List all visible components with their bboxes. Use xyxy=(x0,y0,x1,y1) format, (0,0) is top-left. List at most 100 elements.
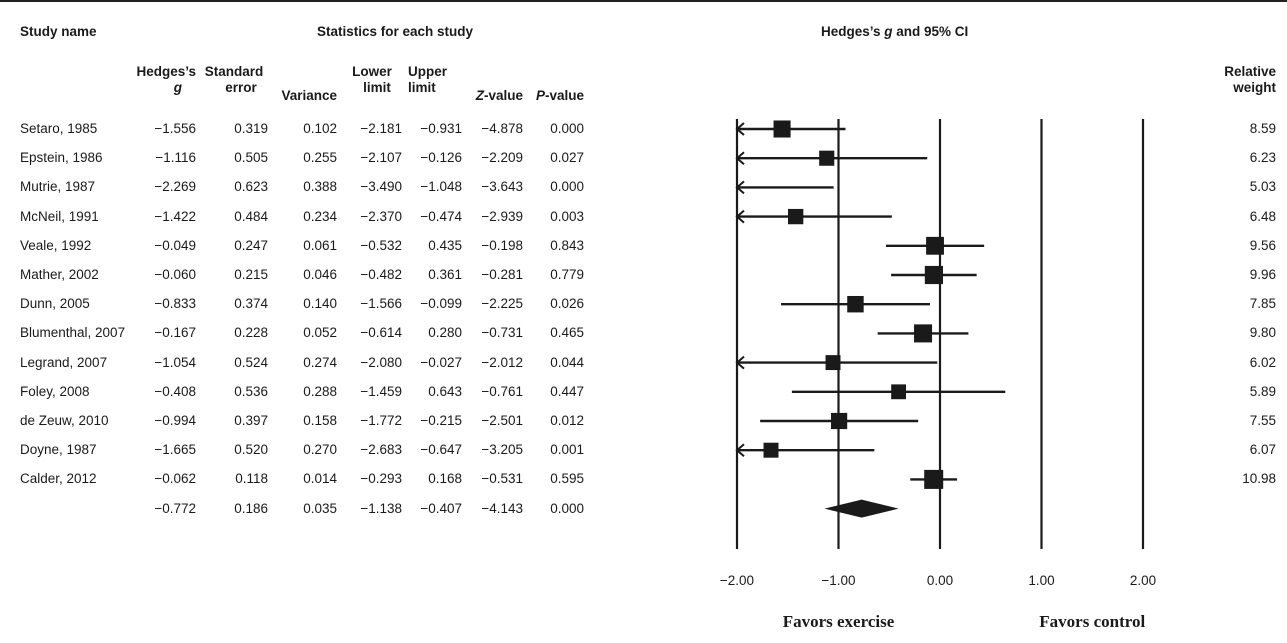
se-cell: 0.484 xyxy=(234,208,268,224)
p-cell: 0.001 xyxy=(550,442,584,458)
study-name: Doyne, 1987 xyxy=(20,442,97,458)
weight-cell: 7.85 xyxy=(1249,296,1276,312)
col-se-line1: Standard xyxy=(204,64,264,79)
weight-cell: 6.02 xyxy=(1249,354,1276,370)
z-cell: −0.761 xyxy=(481,383,523,399)
weight-cell: 7.55 xyxy=(1249,413,1276,428)
se-cell: 0.247 xyxy=(234,237,268,253)
top-rule xyxy=(0,0,1287,2)
weight-cell: 6.23 xyxy=(1249,150,1276,166)
variance-cell: 0.158 xyxy=(303,413,337,428)
upper-cell: −1.048 xyxy=(420,179,462,195)
lower-cell: −1.772 xyxy=(360,413,402,428)
point-estimate-box xyxy=(825,355,841,371)
variance-cell: 0.061 xyxy=(303,237,337,253)
lower-cell: −0.482 xyxy=(360,267,402,282)
col-hedges-line1: Hedges’s xyxy=(136,64,196,79)
col-hedges-g: g xyxy=(173,80,182,95)
point-estimate-box xyxy=(914,324,933,343)
hedges-g-cell: −1.556 xyxy=(154,121,196,136)
col-z: Z-value xyxy=(466,88,523,104)
lower-cell: −0.614 xyxy=(360,325,402,341)
p-cell: 0.447 xyxy=(550,383,584,399)
summary-z-cell: −4.143 xyxy=(481,500,523,516)
point-estimate-box xyxy=(847,295,864,313)
upper-cell: −0.647 xyxy=(420,442,462,458)
z-cell: −0.198 xyxy=(481,237,523,253)
study-name: Mutrie, 1987 xyxy=(20,179,96,195)
summary-upper-cell: −0.407 xyxy=(420,500,462,516)
hedges-g-cell: −0.994 xyxy=(154,413,196,428)
hedges-g-cell: −1.116 xyxy=(155,150,196,166)
hedges-g-cell: −0.060 xyxy=(154,267,196,282)
summary-variance-cell: 0.035 xyxy=(303,500,337,516)
p-cell: 0.003 xyxy=(550,208,584,224)
p-cell: 0.779 xyxy=(550,267,584,282)
p-cell: 0.465 xyxy=(550,325,584,341)
z-cell: −2.209 xyxy=(481,150,523,166)
p-cell: 0.595 xyxy=(550,471,584,487)
col-variance: Variance xyxy=(281,88,337,103)
x-tick-label: −2.00 xyxy=(720,573,754,588)
hedges-g-cell: −2.269 xyxy=(154,179,196,195)
weight-cell: 9.96 xyxy=(1249,267,1276,282)
col-hedges: Hedges’s g xyxy=(130,64,196,96)
se-cell: 0.215 xyxy=(234,267,268,282)
weight-cell: 5.89 xyxy=(1249,383,1276,399)
study-name: de Zeuw, 2010 xyxy=(20,413,109,428)
study-name: Dunn, 2005 xyxy=(20,296,90,312)
se-cell: 0.374 xyxy=(234,296,268,312)
ci-arrow-left xyxy=(735,151,745,165)
col-upper-line1: Upper xyxy=(408,64,448,79)
hedges-g-cell: −0.049 xyxy=(154,237,196,253)
z-cell: −2.501 xyxy=(481,413,523,428)
x-tick-label: 0.00 xyxy=(927,573,953,588)
variance-cell: 0.102 xyxy=(303,121,337,136)
upper-cell: 0.435 xyxy=(428,237,462,253)
upper-cell: 0.643 xyxy=(428,383,462,399)
z-cell: −2.225 xyxy=(481,296,523,312)
study-name: Foley, 2008 xyxy=(20,383,90,399)
lower-cell: −3.490 xyxy=(360,179,402,195)
hedges-g-cell: −1.422 xyxy=(154,208,196,224)
variance-cell: 0.052 xyxy=(303,325,337,341)
col-lower-line2: limit xyxy=(363,80,391,95)
x-tick-label: 2.00 xyxy=(1130,573,1156,588)
ci-arrow-left xyxy=(735,122,745,136)
ci-arrow-left xyxy=(735,443,745,457)
p-cell: 0.012 xyxy=(550,413,584,428)
col-z-rest: -value xyxy=(483,88,523,103)
plot-header-g: g xyxy=(884,24,893,39)
hedges-g-cell: −1.054 xyxy=(154,354,196,370)
col-p-rest: -value xyxy=(544,88,584,103)
se-cell: 0.536 xyxy=(234,383,268,399)
point-estimate-box xyxy=(831,412,848,430)
study-name: Veale, 1992 xyxy=(20,237,92,253)
hedges-g-cell: −1.665 xyxy=(154,442,196,458)
se-cell: 0.520 xyxy=(234,442,268,458)
col-hedges-line2: g xyxy=(130,80,196,96)
point-estimate-box xyxy=(924,469,944,489)
favors-exercise-label: Favors exercise xyxy=(783,612,895,631)
point-estimate-box xyxy=(926,236,944,255)
p-cell: 0.000 xyxy=(550,121,584,136)
z-cell: −2.939 xyxy=(481,208,523,224)
col-p: P-value xyxy=(526,88,584,104)
hedges-g-cell: −0.833 xyxy=(154,296,196,312)
upper-cell: −0.215 xyxy=(420,413,462,428)
variance-cell: 0.046 xyxy=(303,267,337,282)
lower-cell: −2.080 xyxy=(360,354,402,370)
plot-header-pre: Hedges’s xyxy=(821,24,885,39)
variance-cell: 0.274 xyxy=(303,354,337,370)
col-se-line2: error xyxy=(225,80,257,95)
summary-hedges-g-cell: −0.772 xyxy=(154,500,196,516)
weight-cell: 6.48 xyxy=(1249,208,1276,224)
summary-p-cell: 0.000 xyxy=(550,500,584,516)
upper-cell: −0.474 xyxy=(420,208,462,224)
z-cell: −2.012 xyxy=(481,354,523,370)
hedges-g-cell: −0.167 xyxy=(154,325,196,341)
lower-cell: −2.107 xyxy=(360,150,402,166)
x-tick-label: 1.00 xyxy=(1028,573,1054,588)
upper-cell: −0.931 xyxy=(420,121,462,136)
point-estimate-box xyxy=(819,150,835,166)
